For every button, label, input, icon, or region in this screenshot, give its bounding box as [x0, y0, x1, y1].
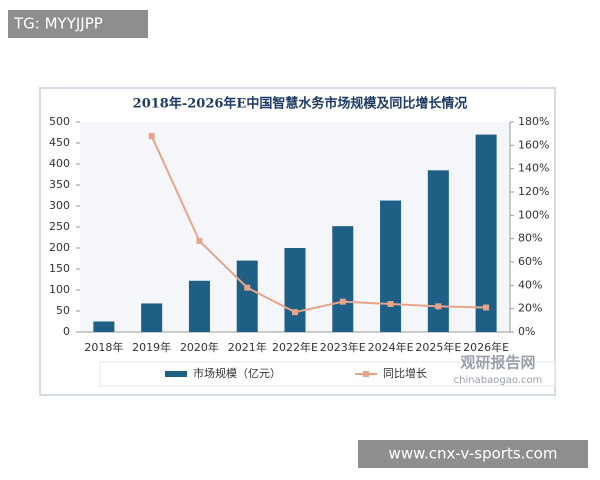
x-tick-label: 2021年: [228, 340, 267, 354]
y-tick-label: 150: [49, 262, 70, 275]
y2-tick-label: 120%: [518, 185, 549, 198]
y-tick-label: 300: [49, 199, 70, 212]
y2-tick-label: 100%: [518, 208, 549, 221]
y-tick-label: 450: [49, 136, 70, 149]
x-tick-label: 2023年E: [320, 340, 366, 354]
line-marker: [292, 309, 298, 316]
x-tick-label: 2026年E: [463, 340, 509, 354]
x-tick-label: 2024年E: [368, 340, 414, 354]
top-tag-box: [8, 10, 148, 38]
y2-tick-label: 20%: [518, 302, 542, 315]
y2-tick-label: 0%: [518, 325, 535, 338]
y-tick-label: 0: [63, 325, 70, 338]
bar: [93, 321, 115, 332]
legend-swatch: [165, 371, 187, 377]
chart-title: 2018年-2026年E中国智慧水务市场规模及同比增长情况: [133, 96, 468, 112]
bar: [236, 260, 258, 332]
legend-swatch-marker: [363, 371, 369, 377]
y2-tick-label: 140%: [518, 162, 549, 175]
watermark: 观研报告网: [460, 354, 535, 372]
x-tick-label: 2022年E: [272, 340, 318, 354]
y-tick-label: 50: [56, 304, 70, 317]
line-marker: [244, 284, 251, 291]
x-tick-label: 2019年: [132, 340, 171, 354]
line-marker: [483, 304, 490, 311]
line-marker: [196, 238, 203, 244]
line-marker: [387, 301, 394, 307]
bar: [284, 248, 306, 332]
bar: [141, 303, 163, 332]
y-tick-label: 250: [49, 220, 70, 233]
y-tick-label: 400: [49, 157, 70, 170]
x-tick-label: 2018年: [84, 340, 123, 354]
y2-tick-label: 40%: [518, 278, 542, 291]
y2-tick-label: 60%: [518, 255, 542, 268]
x-tick-label: 2020年: [180, 340, 219, 354]
y2-tick-label: 180%: [518, 115, 549, 128]
line-marker: [435, 303, 442, 310]
top-tag: TG: MYYJJPP: [13, 15, 103, 33]
line: [150, 135, 487, 314]
y-tick-label: 350: [49, 178, 70, 191]
legend-label: 市场规模（亿元）: [193, 366, 281, 380]
line-marker: [148, 133, 155, 139]
y2-tick-label: 80%: [518, 232, 542, 245]
bar: [475, 134, 497, 332]
y-tick-label: 500: [49, 115, 70, 128]
y-tick-label: 100: [49, 283, 70, 296]
bottom-tag: www.cnx-v-sports.com: [389, 445, 558, 463]
bar: [188, 280, 210, 332]
x-tick-label: 2025年E: [415, 340, 461, 354]
y2-tick-label: 160%: [518, 138, 549, 151]
bar: [380, 200, 402, 332]
y-tick-label: 200: [49, 241, 70, 254]
watermark-url: chinabaogao.com: [454, 375, 543, 386]
bottom-tag-box: [358, 440, 588, 468]
legend-label: 同比增长: [383, 366, 427, 380]
bar: [427, 170, 449, 332]
line-marker: [339, 298, 346, 305]
bar: [332, 226, 354, 332]
